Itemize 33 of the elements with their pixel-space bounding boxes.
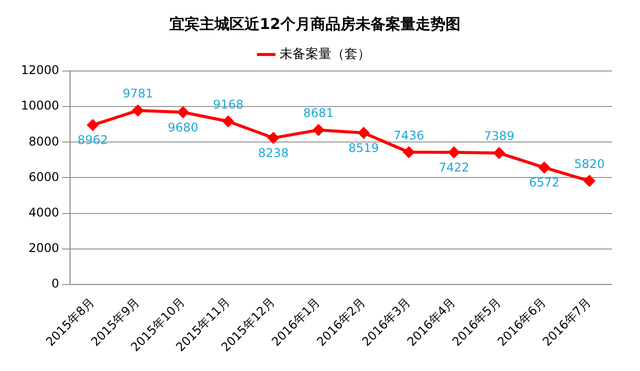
point xyxy=(584,175,595,186)
point xyxy=(222,116,234,127)
y-tick-label: 12000 xyxy=(20,63,60,78)
data-label: 7436 xyxy=(394,128,424,142)
point xyxy=(178,106,189,118)
data-label: 9781 xyxy=(122,86,154,101)
y-tick-label: 2000 xyxy=(28,241,60,256)
point xyxy=(538,162,550,174)
data-label: 8962 xyxy=(77,133,108,148)
y-tick-label: 6000 xyxy=(28,170,60,184)
data-label: 6572 xyxy=(529,176,560,190)
data-label: 9680 xyxy=(168,120,198,134)
y-tick-label: 0 xyxy=(52,276,60,291)
data-label: 9168 xyxy=(212,98,244,112)
y-tick-label: 8000 xyxy=(28,134,60,148)
data-label: 8238 xyxy=(258,146,289,160)
y-tick-label: 4000 xyxy=(28,205,60,220)
point xyxy=(268,132,279,144)
chart-title: 宜宾主城区近12个月商品房未备案量走势图 xyxy=(170,14,460,33)
point xyxy=(403,146,414,158)
y-tick-label: 10000 xyxy=(20,98,60,113)
point xyxy=(494,148,505,159)
point xyxy=(448,146,460,158)
data-label: 8681 xyxy=(303,106,334,120)
data-label: 7422 xyxy=(438,160,470,175)
data-label: 8519 xyxy=(348,141,379,156)
point xyxy=(87,120,98,131)
point xyxy=(358,127,370,138)
point xyxy=(132,104,144,116)
point xyxy=(313,124,324,136)
legend-label: 未备案量（套） xyxy=(279,46,370,62)
data-label: 5820 xyxy=(574,157,605,172)
data-label: 7389 xyxy=(484,129,514,144)
